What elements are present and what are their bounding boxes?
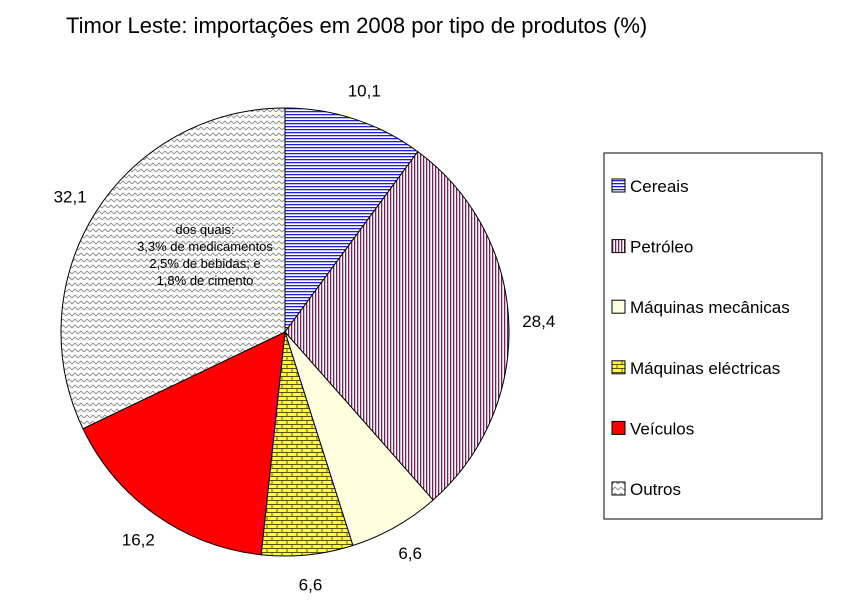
pie-slices — [60, 107, 510, 557]
legend-swatch-veiculos — [611, 420, 626, 435]
chart-title: Timor Leste: importações em 2008 por tip… — [66, 13, 647, 38]
legend: Cereais Petróleo Máquinas mecânicas Máquina… — [603, 152, 823, 520]
slice-label-petroleo: 28,4 — [522, 312, 555, 331]
legend-label-cereais: Cereais — [630, 177, 689, 196]
legend-label-maquinas-mecanicas: Máquinas mecânicas — [630, 298, 790, 317]
slice-cereais — [284, 107, 419, 334]
slice-annotation: dos quais: 3,3% de medicamentos 2,5% de … — [137, 222, 273, 288]
slice-label-maquinas-electricas: 6,6 — [299, 576, 323, 595]
annotation-line-4: 1,8% de cimento — [157, 273, 254, 288]
slice-veiculos — [82, 331, 286, 556]
legend-label-petroleo: Petróleo — [630, 238, 693, 257]
legend-label-veiculos: Veículos — [630, 419, 694, 438]
slice-label-outros: 32,1 — [54, 188, 87, 207]
legend-swatch-maquinas-mecanicas — [611, 299, 626, 314]
legend-box — [603, 152, 823, 520]
slice-label-veiculos: 16,2 — [122, 530, 155, 549]
legend-swatch-outros — [611, 481, 626, 496]
legend-swatch-maquinas-electricas — [611, 360, 626, 375]
slice-outros — [60, 107, 286, 430]
legend-swatch-cereais — [611, 178, 626, 193]
slice-label-maquinas-mecanicas: 6,6 — [398, 544, 422, 563]
slice-labels: 10,1 28,4 6,6 6,6 16,2 32,1 — [54, 82, 556, 595]
legend-swatch-petroleo — [611, 239, 626, 254]
slice-label-cereais: 10,1 — [348, 82, 381, 101]
slice-petroleo — [284, 150, 510, 501]
annotation-line-3: 2,5% de bebidas; e — [149, 256, 260, 271]
legend-label-outros: Outros — [630, 480, 681, 499]
annotation-line-1: dos quais: — [175, 222, 234, 237]
legend-label-maquinas-electricas: Máquinas eléctricas — [630, 359, 780, 378]
annotation-line-2: 3,3% de medicamentos — [137, 239, 273, 254]
